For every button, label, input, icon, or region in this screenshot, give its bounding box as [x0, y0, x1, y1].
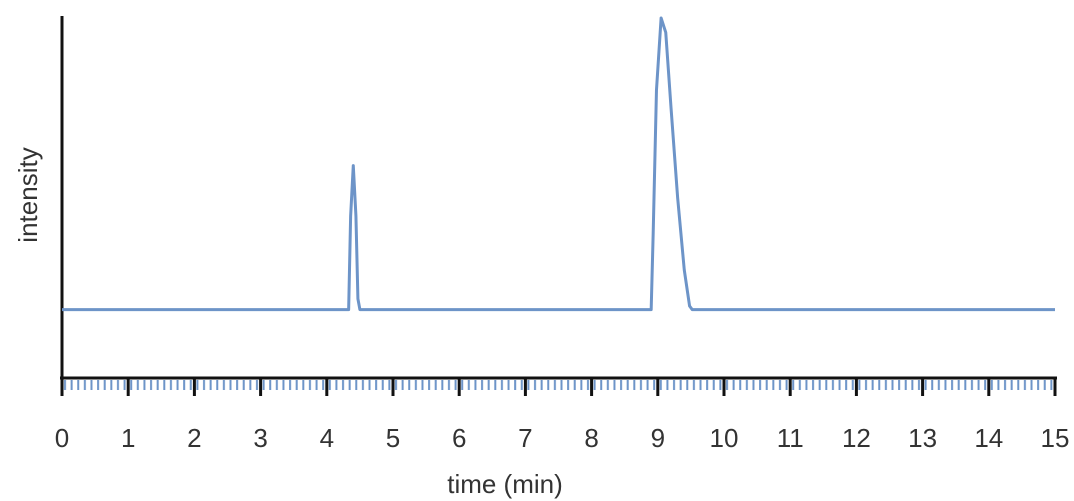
x-tick-label: 9 — [651, 423, 665, 453]
x-tick-label: 12 — [842, 423, 871, 453]
x-tick-label: 5 — [386, 423, 400, 453]
x-tick-label: 13 — [908, 423, 937, 453]
minor-ticks — [62, 380, 1055, 390]
x-tick-label: 3 — [253, 423, 267, 453]
x-tick-label: 6 — [452, 423, 466, 453]
x-tick-label: 4 — [320, 423, 334, 453]
chromatogram-line — [62, 16, 1055, 312]
x-tick-label: 8 — [584, 423, 598, 453]
x-tick-label: 0 — [55, 423, 69, 453]
x-tick-label: 1 — [121, 423, 135, 453]
x-tick-label: 14 — [974, 423, 1003, 453]
x-tick-label: 2 — [187, 423, 201, 453]
x-tick-label: 7 — [518, 423, 532, 453]
x-tick-label: 11 — [777, 423, 804, 453]
x-axis-label: time (min) — [447, 469, 563, 499]
x-tick-label: 15 — [1041, 423, 1070, 453]
x-tick-label: 10 — [710, 423, 739, 453]
y-axis-label: intensity — [13, 147, 43, 242]
